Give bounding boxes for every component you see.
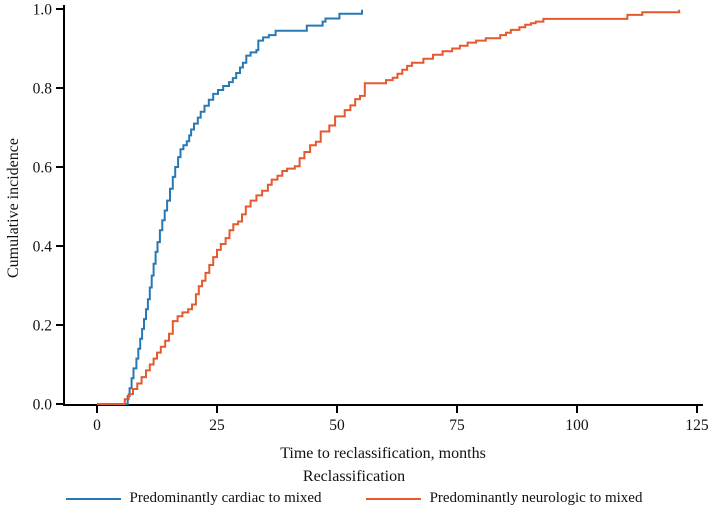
neurologic-line-icon [365, 497, 421, 500]
legend: Reclassification Predominantly cardiac t… [0, 468, 708, 507]
legend-label-neurologic: Predominantly neurologic to mixed [429, 490, 643, 506]
curve-neurologic [97, 9, 681, 405]
x-tick-label: 100 [565, 417, 589, 434]
legend-entry-cardiac: Predominantly cardiac to mixed [65, 490, 322, 507]
x-axis-title: Time to reclassification, months [280, 445, 486, 462]
x-tick-label: 50 [329, 417, 345, 434]
y-tick-label: 0.4 [33, 239, 53, 256]
x-tick-label: 75 [449, 417, 465, 434]
legend-entry-neurologic: Predominantly neurologic to mixed [365, 490, 643, 507]
cumulative-incidence-plot: 0.0 0.2 0.4 0.6 0.8 1.0 0 25 50 75 100 125 [33, 2, 708, 435]
legend-label-cardiac: Predominantly cardiac to mixed [129, 490, 322, 506]
y-axis-title: Cumulative incidence [5, 138, 22, 278]
y-tick-label: 0.2 [33, 318, 52, 335]
y-tick-label: 0.0 [33, 397, 53, 414]
legend-row: Predominantly cardiac to mixed Predomina… [0, 490, 708, 507]
legend-title: Reclassification [302, 468, 406, 485]
x-tick-label: 25 [209, 417, 225, 434]
x-tick-label: 125 [685, 417, 708, 434]
x-tick-label: 0 [93, 417, 101, 434]
y-tick-label: 0.6 [33, 160, 53, 177]
y-tick-label: 1.0 [33, 2, 53, 19]
cardiac-line-icon [65, 497, 121, 500]
curve-cardiac [97, 9, 363, 405]
y-tick-label: 0.8 [33, 81, 53, 98]
